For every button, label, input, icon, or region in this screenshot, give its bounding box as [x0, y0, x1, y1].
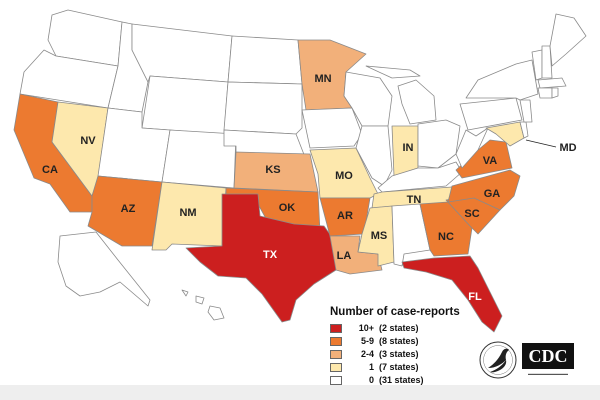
legend-item: 2-4 (3 states): [330, 348, 500, 360]
state-fl: [401, 255, 503, 333]
legend-item: 10+ (2 states): [330, 322, 500, 334]
legend-bin-label: 2-4: [360, 349, 374, 359]
legend-count-label: (3 states): [379, 349, 419, 359]
state-mi: [365, 65, 437, 125]
legend-count-label: (7 states): [379, 362, 419, 372]
state-wy: [141, 75, 229, 135]
legend-swatch: [330, 349, 342, 359]
state-ma: [537, 77, 567, 89]
state-label-sc: SC: [464, 208, 479, 220]
legend: Number of case-reports 10+ (2 states) 5-…: [330, 306, 500, 387]
states-layer: [13, 9, 587, 333]
state-label-ks: KS: [265, 164, 280, 176]
state-ky: [377, 161, 463, 193]
state-nh: [541, 45, 553, 79]
state-hi: [181, 289, 225, 321]
hhs-seal-logo: [479, 341, 517, 379]
state-mt: [131, 23, 233, 83]
legend-count-label: (2 states): [379, 323, 419, 333]
state-label-va: VA: [483, 155, 498, 167]
state-label-nm: NM: [179, 207, 196, 219]
state-label-ok: OK: [279, 202, 296, 214]
state-labels: NV CA AZ NM KS OK TX MN MO AR LA MS IN T…: [42, 73, 577, 303]
legend-title: Number of case-reports: [330, 306, 460, 318]
state-ny: [465, 59, 539, 101]
legend-swatch: [330, 375, 342, 385]
state-label-mn: MN: [314, 73, 331, 85]
legend-item: 1 (7 states): [330, 361, 500, 373]
legend-count-label: (31 states): [379, 375, 424, 385]
md-leader-line: [525, 139, 557, 148]
state-me: [549, 13, 587, 67]
state-ia: [301, 107, 363, 149]
state-oh: [417, 119, 461, 169]
state-label-az: AZ: [121, 203, 136, 215]
footer-bar: [0, 385, 600, 400]
legend-item: 5-9 (8 states): [330, 335, 500, 347]
state-label-ca: CA: [42, 164, 58, 176]
legend-bin-label: 1: [368, 362, 374, 372]
state-label-nv: NV: [80, 135, 96, 147]
state-tx: [185, 193, 337, 323]
state-label-tn: TN: [407, 194, 422, 206]
legend-item: 0 (31 states): [330, 374, 500, 386]
legend-bin-label: 5-9: [360, 336, 374, 346]
state-label-ar: AR: [337, 210, 353, 222]
cdc-logo-mark: CDC: [522, 343, 574, 369]
state-md: [485, 121, 525, 147]
state-nd: [227, 35, 303, 85]
state-label-mo: MO: [335, 170, 353, 182]
state-pa: [459, 97, 523, 131]
state-label-in: IN: [403, 142, 414, 154]
state-ct: [537, 87, 553, 99]
legend-swatch: [330, 323, 342, 333]
legend-count-label: (8 states): [379, 336, 419, 346]
legend-swatch: [330, 362, 342, 372]
state-label-nc: GA: [484, 188, 501, 200]
legend-swatch: [330, 336, 342, 346]
state-label-ga: NC: [438, 231, 454, 243]
state-label-ms: MS: [371, 230, 388, 242]
state-sd: [223, 81, 303, 135]
cdc-logo-tagline: ▬▬▬▬▬▬▬▬▬▬: [528, 371, 568, 376]
legend-bin-label: 10+: [358, 323, 374, 333]
cdc-logo: CDC ▬▬▬▬▬▬▬▬▬▬: [522, 343, 574, 376]
state-label-tx: TX: [263, 249, 278, 261]
state-ak: [57, 231, 151, 307]
state-nc: [447, 169, 521, 211]
state-label-md: MD: [559, 142, 576, 154]
state-label-fl: FL: [468, 291, 482, 303]
state-label-la: LA: [337, 250, 352, 262]
legend-bin-label: 0: [368, 375, 374, 385]
state-ri: [551, 87, 559, 99]
state-nj: [519, 99, 533, 123]
